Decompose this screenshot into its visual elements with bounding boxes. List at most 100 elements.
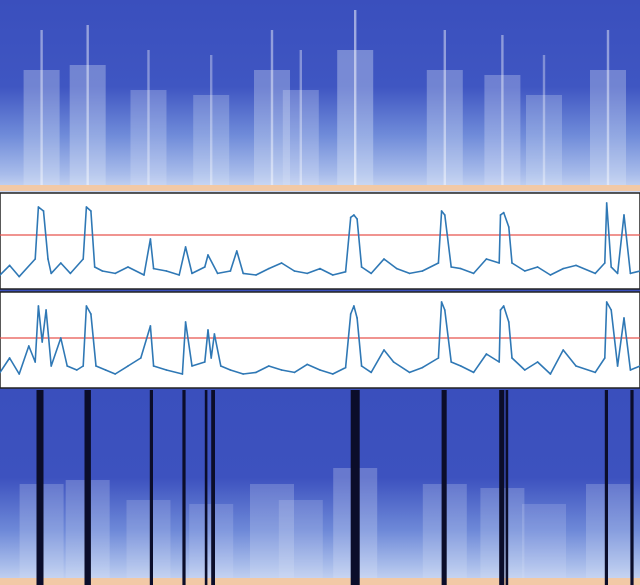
data-point-13 (93, 266, 96, 268)
data-point-51 (440, 301, 443, 303)
energy-column-3 (193, 95, 230, 185)
data-point-11 (85, 206, 88, 208)
masked-energy-9 (522, 504, 566, 578)
data-point-9 (59, 337, 62, 339)
data-point-7 (45, 309, 47, 311)
masked-band-7 (441, 390, 447, 585)
data-point-20 (165, 270, 168, 272)
data-point-22 (165, 369, 168, 371)
input-spectrogram-background (0, 0, 640, 193)
data-point-48 (408, 371, 411, 374)
data-point-1 (8, 264, 11, 267)
data-point-0 (0, 371, 1, 374)
data-point-67 (610, 266, 613, 268)
data-point-62 (562, 267, 565, 270)
data-point-65 (603, 262, 606, 264)
data-point-57 (498, 361, 501, 363)
masked-band-0 (36, 390, 44, 585)
masked-band-11 (630, 390, 634, 585)
data-point-32 (242, 373, 245, 375)
data-point-69 (623, 214, 625, 216)
data-point-35 (280, 369, 283, 371)
data-point-68 (603, 357, 606, 359)
data-point-9 (69, 272, 72, 275)
data-point-68 (616, 272, 619, 275)
energy-column-8 (484, 75, 521, 185)
data-point-42 (353, 305, 355, 307)
data-point-42 (370, 272, 373, 275)
data-point-26 (216, 272, 219, 275)
data-point-52 (472, 272, 475, 275)
data-point-67 (594, 371, 597, 374)
masked-band-8 (499, 390, 505, 585)
data-point-15 (95, 365, 97, 367)
energy-streak-2 (147, 50, 150, 185)
data-point-73 (629, 369, 632, 371)
data-point-46 (383, 349, 385, 351)
masked-spectrogram-floor-band (0, 578, 640, 585)
data-point-21 (178, 274, 181, 276)
data-point-31 (229, 369, 232, 371)
data-point-2 (18, 275, 21, 278)
data-point-2 (18, 373, 21, 375)
data-point-37 (344, 270, 347, 273)
score-panel-1 (0, 192, 640, 290)
energy-column-10 (590, 70, 626, 185)
score-panel-1-series-line (0, 202, 640, 278)
energy-column-9 (526, 95, 562, 185)
data-point-19 (152, 267, 155, 270)
data-point-19 (139, 357, 142, 359)
data-point-63 (575, 264, 577, 267)
data-point-24 (184, 321, 187, 323)
data-point-64 (594, 272, 597, 275)
data-point-57 (507, 226, 510, 228)
energy-streak-4 (270, 30, 274, 185)
data-point-56 (485, 353, 488, 355)
data-point-33 (255, 371, 257, 374)
data-point-8 (50, 365, 53, 367)
data-point-60 (536, 266, 539, 268)
data-point-26 (203, 361, 206, 363)
masked-band-6 (350, 390, 360, 585)
data-point-71 (616, 365, 619, 367)
data-point-18 (149, 238, 152, 240)
data-point-40 (344, 366, 347, 369)
masked-energy-4 (250, 484, 294, 578)
data-point-43 (383, 258, 385, 260)
data-point-39 (331, 373, 334, 375)
masked-band-10 (604, 390, 608, 585)
data-point-41 (360, 266, 363, 268)
data-point-8 (59, 262, 62, 264)
data-point-23 (181, 373, 184, 375)
data-point-15 (114, 272, 117, 275)
data-point-53 (450, 361, 453, 363)
data-point-61 (511, 357, 513, 359)
data-point-32 (280, 262, 283, 264)
energy-column-5 (282, 90, 319, 185)
data-point-59 (523, 270, 526, 272)
data-point-10 (66, 365, 69, 367)
data-point-12 (82, 365, 85, 367)
data-point-6 (47, 258, 49, 260)
data-point-30 (255, 274, 257, 276)
data-point-29 (213, 333, 216, 335)
data-point-56 (502, 211, 505, 214)
masked-band-5 (211, 390, 215, 585)
energy-streak-6 (354, 10, 357, 185)
data-point-49 (421, 366, 424, 369)
data-point-37 (306, 363, 309, 366)
data-point-16 (127, 266, 129, 268)
data-point-27 (207, 329, 209, 331)
score-panel-1-frame (0, 192, 640, 290)
data-point-39 (353, 214, 355, 216)
data-point-38 (349, 216, 352, 219)
input-spectrogram-energy-columns (23, 10, 626, 185)
score-panel-2-points (0, 301, 640, 375)
data-point-5 (37, 305, 40, 307)
masked-energy-2 (126, 500, 171, 578)
data-point-4 (34, 361, 37, 363)
data-point-13 (85, 305, 88, 307)
masked-band-9 (505, 390, 509, 585)
data-point-51 (459, 267, 462, 270)
data-point-29 (242, 272, 245, 275)
